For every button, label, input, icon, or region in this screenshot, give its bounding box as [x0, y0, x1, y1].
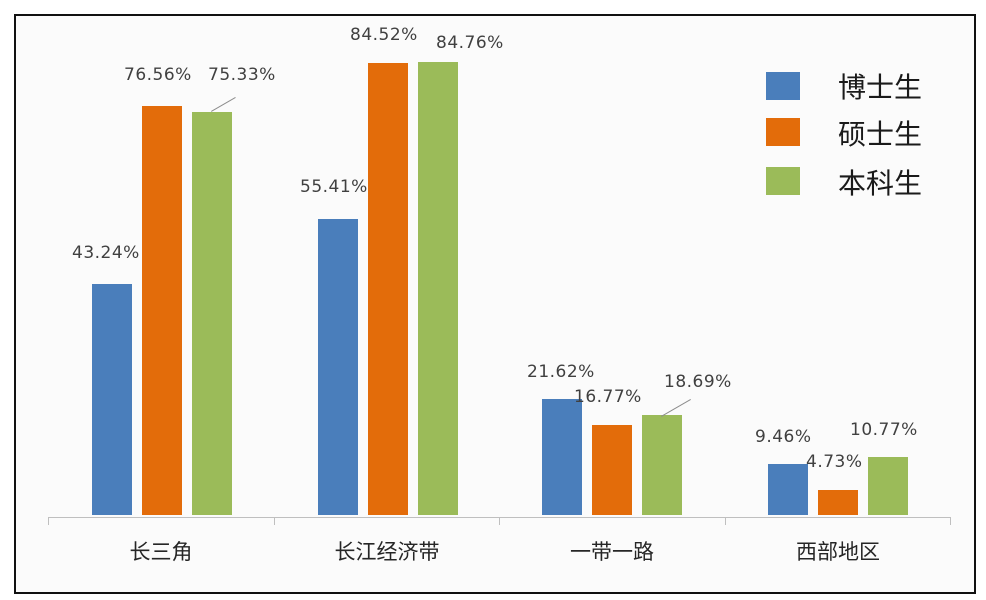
- bar-bachelor-3: [868, 457, 908, 515]
- bar-phd-3: [768, 464, 808, 515]
- data-label: 43.24%: [72, 243, 140, 263]
- bar-phd-1: [318, 219, 358, 515]
- bar-master-3: [818, 490, 858, 515]
- x-axis-tick: [725, 517, 726, 525]
- bar-phd-2: [542, 399, 582, 515]
- legend-label-master: 硕士生: [838, 118, 923, 151]
- data-label: 9.46%: [755, 427, 812, 447]
- bar-bachelor-0: [192, 112, 232, 515]
- data-label: 21.62%: [527, 362, 595, 382]
- bar-bachelor-2: [642, 415, 682, 515]
- x-axis-tick: [950, 517, 951, 525]
- x-axis-tick: [48, 517, 49, 525]
- x-axis-category-label: 长三角: [129, 540, 193, 564]
- data-label: 16.77%: [574, 387, 642, 407]
- data-label: 55.41%: [300, 177, 368, 197]
- label-leader-line: [211, 97, 236, 112]
- bar-bachelor-1: [418, 62, 458, 515]
- legend-swatch-master: [766, 118, 800, 146]
- data-label: 75.33%: [208, 65, 276, 85]
- legend-swatch-phd: [766, 72, 800, 100]
- x-axis-category-label: 长江经济带: [334, 540, 440, 564]
- bar-master-2: [592, 425, 632, 515]
- x-axis-tick: [274, 517, 275, 525]
- data-label: 4.73%: [806, 452, 863, 472]
- data-label: 76.56%: [124, 65, 192, 85]
- data-label: 18.69%: [664, 372, 732, 392]
- x-axis-category-label: 一带一路: [570, 540, 654, 564]
- legend-label-phd: 博士生: [838, 71, 923, 104]
- legend-swatch-bachelor: [766, 167, 800, 195]
- bar-master-1: [368, 63, 408, 515]
- data-label: 84.52%: [350, 25, 418, 45]
- bar-master-0: [142, 106, 182, 515]
- data-label: 10.77%: [850, 420, 918, 440]
- bar-phd-0: [92, 284, 132, 515]
- data-label: 84.76%: [436, 33, 504, 53]
- x-axis-category-label: 西部地区: [796, 540, 880, 564]
- legend-label-bachelor: 本科生: [838, 167, 923, 200]
- x-axis-tick: [499, 517, 500, 525]
